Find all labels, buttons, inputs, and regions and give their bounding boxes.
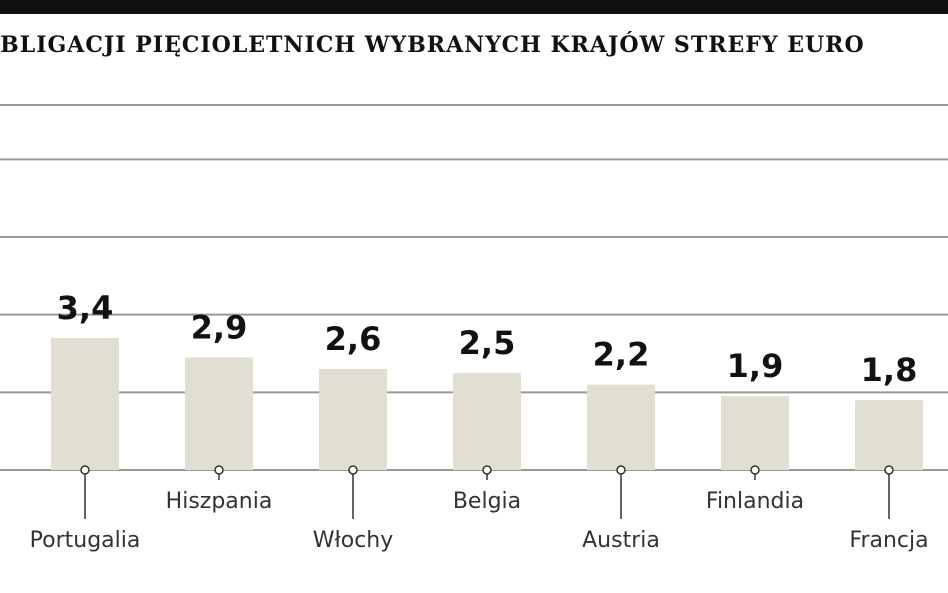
value-label: 2,2 <box>593 336 650 374</box>
x-tick-label: Portugalia <box>30 528 141 553</box>
value-label: 1,8 <box>861 351 918 389</box>
marker <box>80 465 90 475</box>
x-tick-label: Austria <box>582 528 660 553</box>
bar <box>721 396 789 470</box>
value-label: 2,9 <box>191 308 248 346</box>
x-tick-label: Hiszpania <box>166 489 273 514</box>
value-label: 2,5 <box>459 324 516 362</box>
marker <box>482 465 492 475</box>
bar <box>319 369 387 470</box>
marker <box>884 465 894 475</box>
bar <box>453 372 521 470</box>
value-label: 2,6 <box>325 320 382 358</box>
bar <box>855 400 923 470</box>
bar <box>587 384 655 470</box>
value-label: 1,9 <box>727 347 784 385</box>
bar <box>185 357 253 470</box>
value-label: 3,4 <box>57 289 114 327</box>
marker <box>348 465 358 475</box>
chart-title: OBLIGACJI PIĘCIOLETNICH WYBRANYCH KRAJÓW… <box>0 31 865 58</box>
marker <box>616 465 626 475</box>
x-tick-label: Finlandia <box>706 489 804 514</box>
x-tick-label: Włochy <box>313 528 394 553</box>
marker <box>214 465 224 475</box>
x-tick-label: Belgia <box>453 489 521 514</box>
top-band <box>0 0 948 14</box>
bar <box>51 337 119 470</box>
marker <box>750 465 760 475</box>
x-tick-label: Francja <box>849 528 928 553</box>
